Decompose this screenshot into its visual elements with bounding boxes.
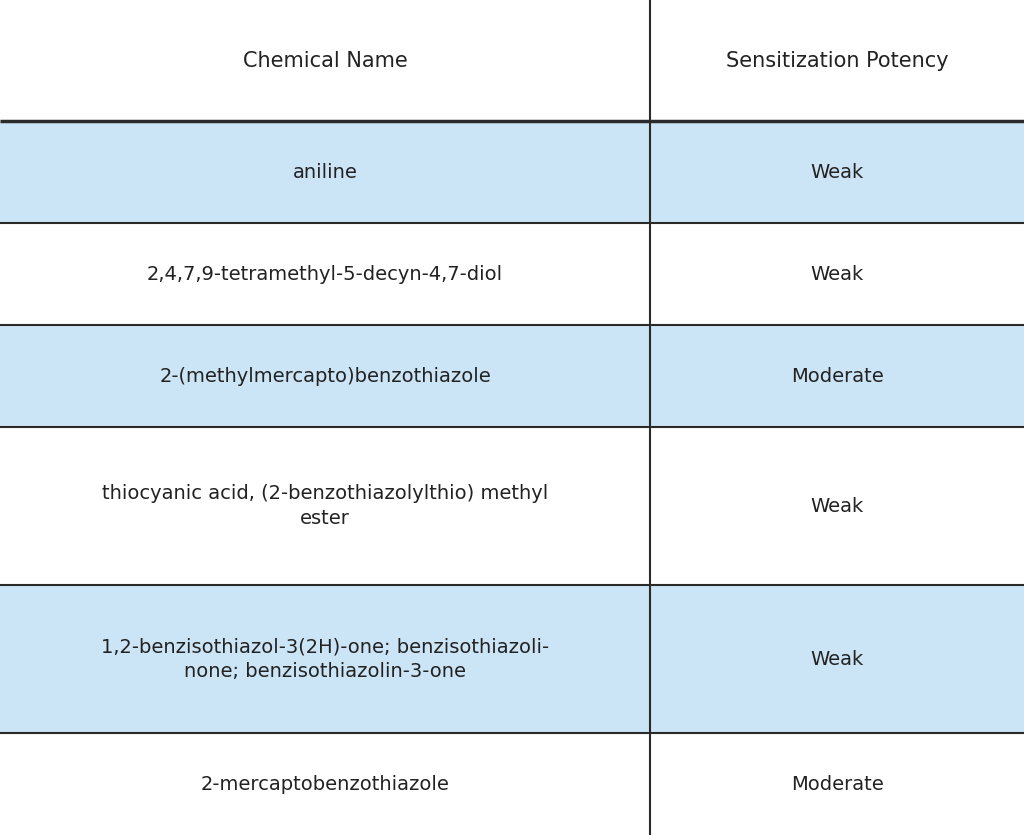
Bar <box>0 223 1024 325</box>
Text: 2-(methylmercapto)benzothiazole: 2-(methylmercapto)benzothiazole <box>160 367 490 386</box>
Text: Chemical Name: Chemical Name <box>243 51 408 70</box>
Bar <box>0 325 1024 427</box>
Text: Weak: Weak <box>810 650 864 669</box>
Bar <box>0 121 1024 223</box>
Bar <box>0 585 1024 733</box>
Text: Weak: Weak <box>810 265 864 284</box>
Text: 1,2-benzisothiazol-3(2H)-one; benzisothiazoli-
none; benzisothiazolin-3-one: 1,2-benzisothiazol-3(2H)-one; benzisothi… <box>101 637 549 681</box>
Text: 2-mercaptobenzothiazole: 2-mercaptobenzothiazole <box>201 775 450 793</box>
Text: thiocyanic acid, (2-benzothiazolylthio) methyl
ester: thiocyanic acid, (2-benzothiazolylthio) … <box>102 484 548 528</box>
Text: aniline: aniline <box>293 163 357 181</box>
Bar <box>0 427 1024 585</box>
Text: Weak: Weak <box>810 163 864 181</box>
Text: 2,4,7,9-tetramethyl-5-decyn-4,7-diol: 2,4,7,9-tetramethyl-5-decyn-4,7-diol <box>147 265 503 284</box>
Bar <box>0 0 1024 121</box>
Bar <box>0 733 1024 835</box>
Text: Sensitization Potency: Sensitization Potency <box>726 51 948 70</box>
Text: Weak: Weak <box>810 497 864 515</box>
Text: Moderate: Moderate <box>791 775 884 793</box>
Text: Moderate: Moderate <box>791 367 884 386</box>
